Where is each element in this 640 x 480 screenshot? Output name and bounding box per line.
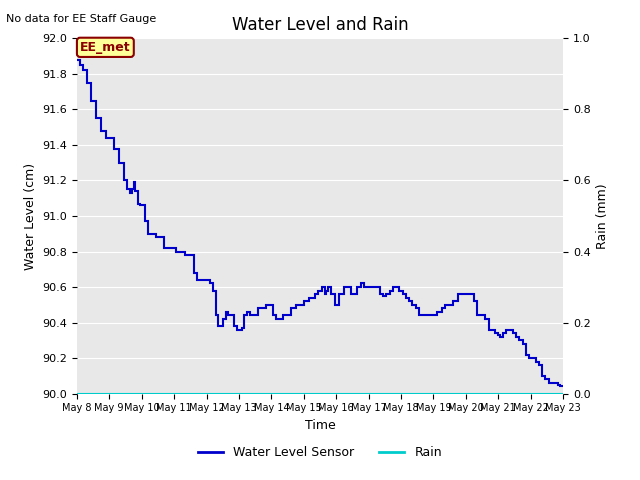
Title: Water Level and Rain: Water Level and Rain bbox=[232, 16, 408, 34]
Y-axis label: Water Level (cm): Water Level (cm) bbox=[24, 162, 36, 270]
Text: EE_met: EE_met bbox=[80, 41, 131, 54]
Y-axis label: Rain (mm): Rain (mm) bbox=[596, 183, 609, 249]
Text: No data for EE Staff Gauge: No data for EE Staff Gauge bbox=[6, 14, 157, 24]
Legend: Water Level Sensor, Rain: Water Level Sensor, Rain bbox=[193, 441, 447, 464]
X-axis label: Time: Time bbox=[305, 419, 335, 432]
